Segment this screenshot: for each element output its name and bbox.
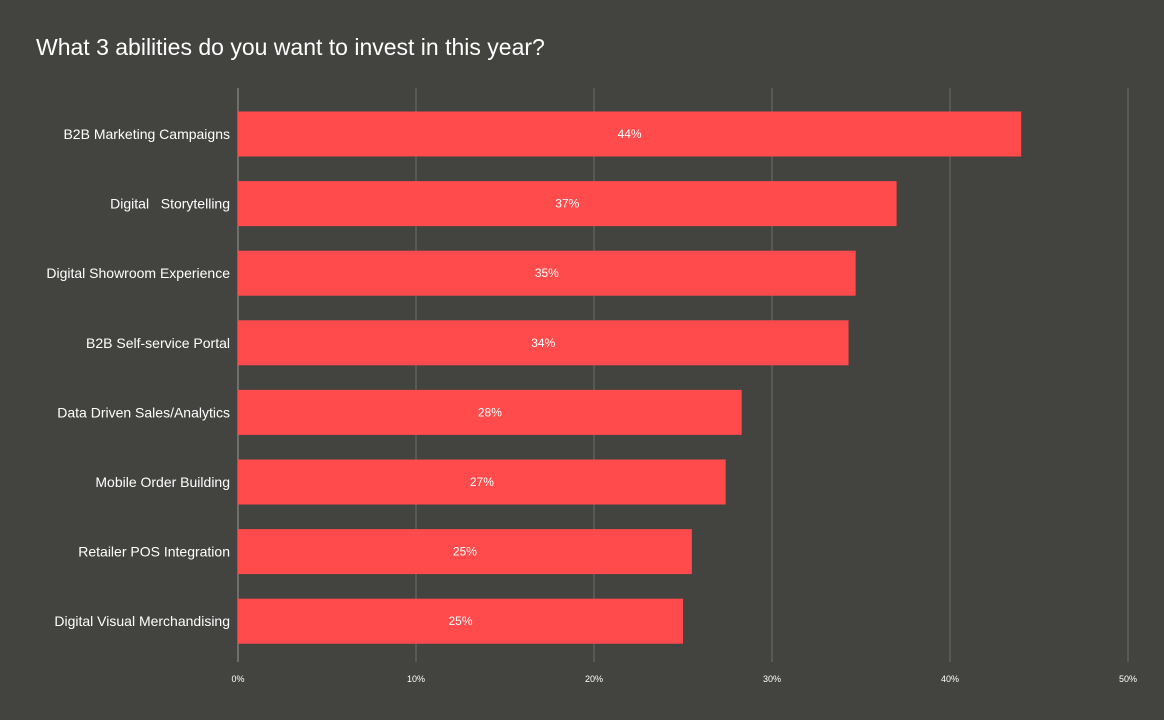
grid-lines bbox=[237, 88, 1129, 662]
data-label: 35% bbox=[535, 266, 559, 280]
category-label: B2B Self-service Portal bbox=[86, 335, 230, 351]
bars bbox=[238, 111, 1022, 644]
data-label: 34% bbox=[531, 336, 555, 350]
category-label: Digital Visual Merchandising bbox=[54, 613, 230, 629]
data-label: 25% bbox=[448, 614, 472, 628]
x-tick-label: 30% bbox=[763, 674, 781, 684]
bar bbox=[238, 389, 742, 435]
bar bbox=[238, 250, 856, 296]
data-label: 25% bbox=[453, 545, 477, 559]
bar bbox=[238, 181, 897, 227]
x-tick-label: 20% bbox=[585, 674, 603, 684]
category-label: Digital Showroom Experience bbox=[46, 265, 230, 281]
category-label: Digital Storytelling bbox=[110, 196, 230, 212]
category-label: B2B Marketing Campaigns bbox=[63, 126, 230, 142]
bar bbox=[238, 598, 683, 644]
data-label: 44% bbox=[618, 127, 642, 141]
bar bbox=[238, 529, 692, 575]
bar bbox=[238, 459, 726, 505]
data-label: 28% bbox=[478, 405, 502, 419]
category-label: Mobile Order Building bbox=[95, 474, 230, 490]
x-tick-label: 40% bbox=[941, 674, 959, 684]
data-label: 27% bbox=[470, 475, 494, 489]
category-label: Retailer POS Integration bbox=[78, 544, 230, 560]
data-label: 37% bbox=[555, 197, 579, 211]
x-tick-label: 10% bbox=[407, 674, 425, 684]
labels: 0% 10% 20% 30% 40% 50% B2B Marketing Campaigns… bbox=[46, 126, 1137, 684]
bar bbox=[238, 111, 1022, 157]
category-label: Data Driven Sales/Analytics bbox=[57, 404, 230, 420]
x-tick-label: 50% bbox=[1119, 674, 1137, 684]
x-tick-label: 0% bbox=[231, 674, 244, 684]
chart-title: What 3 abilities do you want to invest i… bbox=[36, 34, 545, 60]
bar bbox=[238, 320, 849, 366]
